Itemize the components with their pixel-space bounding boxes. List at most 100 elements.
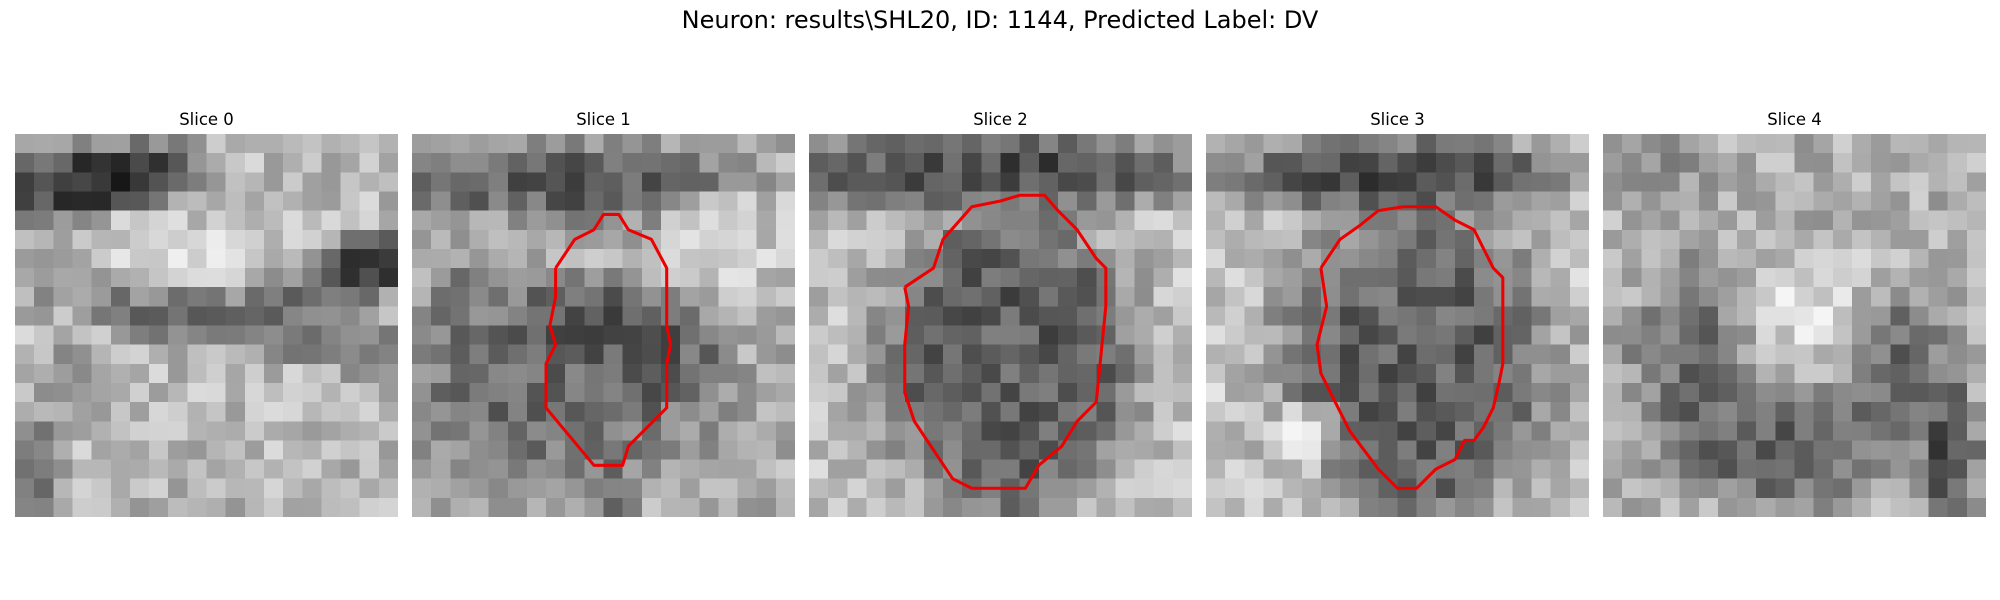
slice-pixel <box>1263 344 1283 365</box>
slice-pixel <box>1416 382 1437 403</box>
slice-pixel <box>1909 344 1929 365</box>
slice-pixel <box>1794 344 1815 365</box>
slice-pixel <box>340 172 361 192</box>
slice-pixel <box>469 478 489 499</box>
slice-pixel <box>378 363 398 384</box>
slice-pixel <box>847 363 867 384</box>
slice-pixel <box>584 497 604 517</box>
slice-pixel <box>699 440 719 460</box>
slice-pixel <box>1320 134 1341 154</box>
slice-pixel <box>847 134 867 154</box>
slice-pixel <box>828 153 848 173</box>
slice-pixel <box>359 402 380 422</box>
slice-pixel <box>1890 382 1910 403</box>
slice-pixel <box>225 325 246 346</box>
slice-pixel <box>943 402 963 422</box>
slice-pixel <box>1378 172 1398 192</box>
slice-pixel <box>1320 191 1341 211</box>
slice-pixel <box>1096 382 1116 403</box>
slice-pixel <box>1966 191 1986 211</box>
slice-pixel <box>1641 134 1661 154</box>
slice-pixel <box>565 440 585 460</box>
slice-pixel <box>1416 421 1437 441</box>
slice-pixel <box>469 382 489 403</box>
slice-pixel <box>565 268 585 288</box>
slice-pixel <box>680 287 700 307</box>
slice-pixel <box>565 306 585 326</box>
slice-pixel <box>1263 191 1283 211</box>
slice-pixel <box>1641 402 1661 422</box>
slice-pixel <box>1359 478 1379 499</box>
slice-pixel <box>1622 459 1642 480</box>
slice-pixel <box>1435 153 1456 173</box>
slice-pixel <box>1569 287 1589 307</box>
slice-pixel <box>1794 402 1815 422</box>
slice-pixel <box>737 344 758 365</box>
slice-pixel <box>699 497 719 517</box>
slice-pixel <box>206 268 227 288</box>
slice-pixel <box>1603 325 1623 346</box>
slice-pixel <box>1698 402 1719 422</box>
slice-pixel <box>1569 134 1589 154</box>
slice-pixel <box>149 402 169 422</box>
slice-pixel <box>359 134 380 154</box>
slice-pixel <box>866 402 886 422</box>
slice-pixel <box>1077 268 1097 288</box>
slice-pixel <box>1397 402 1418 422</box>
slice-pixel <box>507 172 528 192</box>
slice-pixel <box>1416 440 1437 460</box>
slice-pixel <box>1019 421 1040 441</box>
slice-pixel <box>1301 478 1322 499</box>
slice-pixel <box>1851 421 1872 441</box>
slice-pixel <box>756 382 777 403</box>
slice-pixel <box>1622 325 1642 346</box>
slice-pixel <box>1512 421 1532 441</box>
slice-pixel <box>321 440 341 460</box>
slice-pixel <box>775 344 795 365</box>
slice-pixel <box>244 440 265 460</box>
slice-pixel <box>1244 363 1264 384</box>
slice-pixel <box>1038 402 1059 422</box>
slice-pixel <box>1909 287 1929 307</box>
slice-pixel <box>1569 421 1589 441</box>
slice-pixel <box>1115 153 1135 173</box>
slice-pixel <box>1641 421 1661 441</box>
slice-pixel <box>1244 172 1264 192</box>
slice-pixel <box>1244 134 1264 154</box>
slice-pixel <box>507 248 528 269</box>
slice-pixel <box>1851 497 1872 517</box>
slice-pixel <box>756 421 777 441</box>
slice-pixel <box>1512 268 1532 288</box>
slice-pixel <box>1115 459 1135 480</box>
slice-pixel <box>1115 402 1135 422</box>
slice-pixel <box>1172 325 1192 346</box>
slice-pixel <box>53 382 73 403</box>
slice-pixel <box>340 153 361 173</box>
slice-pixel <box>431 172 451 192</box>
slice-pixel <box>904 248 925 269</box>
slice-pixel <box>923 191 944 211</box>
slice-pixel <box>1320 440 1341 460</box>
slice-pixel <box>1698 421 1719 441</box>
slice-pixel <box>1282 402 1303 422</box>
slice-pixel <box>1603 344 1623 365</box>
slice-pixel <box>1134 268 1155 288</box>
slice-pixel <box>168 248 188 269</box>
slice-pixel <box>718 210 738 231</box>
slice-pixel <box>699 478 719 499</box>
slice-pixel <box>1172 402 1192 422</box>
slice-pixel <box>53 478 73 499</box>
slice-pixel <box>737 459 758 480</box>
slice-pixel <box>1038 229 1059 250</box>
slice-pixel <box>1737 153 1757 173</box>
slice-pixel <box>847 210 867 231</box>
slice-pixel <box>1947 287 1968 307</box>
slice-pixel <box>1263 325 1283 346</box>
slice-pixel <box>1263 459 1283 480</box>
slice-pixel <box>1000 459 1021 480</box>
slice-pixel <box>943 306 963 326</box>
slice-pixel <box>283 287 303 307</box>
slice-pixel <box>1909 440 1929 460</box>
slice-pixel <box>1928 191 1949 211</box>
slice-pixel <box>1550 478 1571 499</box>
